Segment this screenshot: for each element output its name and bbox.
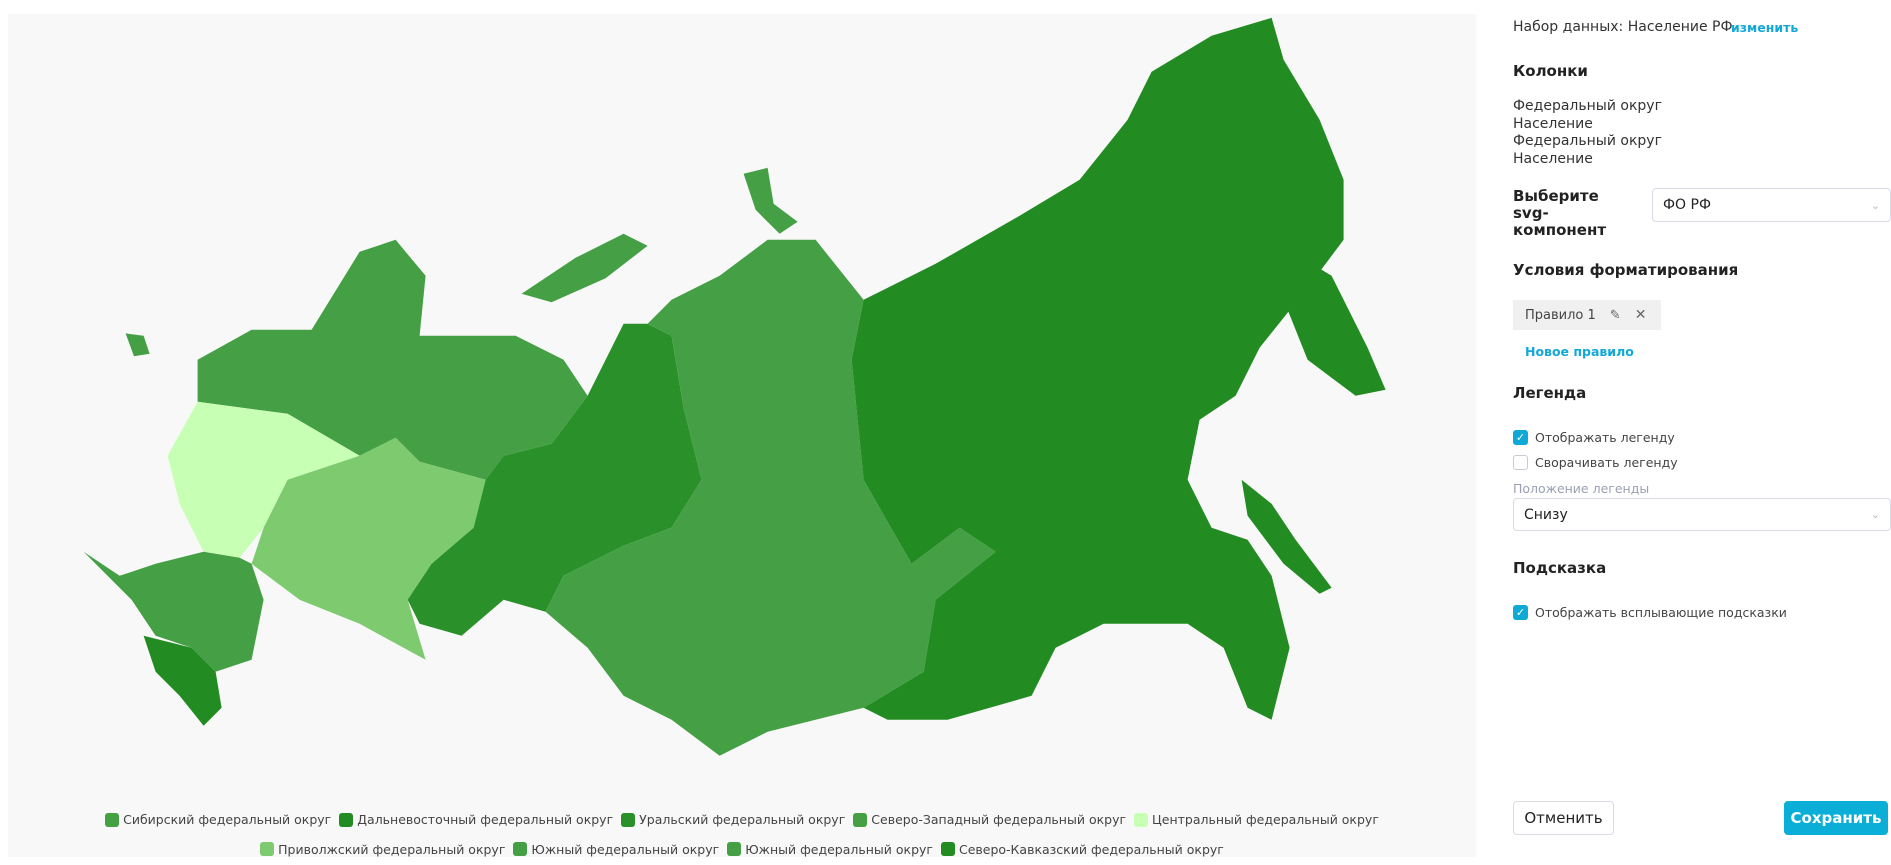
column-item: Население [1513, 115, 1593, 132]
legend-label: Южный федеральный округ [745, 841, 933, 857]
region-uralsky[interactable] [407, 323, 702, 636]
save-button[interactable]: Сохранить [1784, 801, 1888, 835]
legend-label: Северо-Кавказский федеральный округ [958, 841, 1224, 857]
region-tsentralny[interactable] [167, 401, 360, 558]
region-kaliningrad [125, 333, 150, 357]
columns-title: Колонки [1513, 62, 1588, 80]
legend-label: Центральный федеральный округ [1152, 812, 1379, 827]
legend-position-select[interactable]: Снизу ⌄ [1513, 498, 1891, 531]
region-severo-zapadny[interactable] [197, 239, 588, 480]
legend-swatch [513, 842, 528, 856]
legend-title: Легенда [1513, 384, 1587, 402]
region-novaya-zemlya [521, 233, 648, 303]
legend-position-label: Положение легенды [1513, 481, 1650, 496]
legend-swatch [940, 842, 955, 856]
region-sibirsky[interactable] [545, 239, 996, 756]
rule-chip[interactable]: Правило 1 ✎ ✕ [1513, 300, 1661, 330]
cancel-button[interactable]: Отменить [1513, 801, 1614, 835]
legend-item[interactable]: Южный федеральный округ [513, 836, 719, 863]
show-tooltips-checkbox[interactable]: ✓ Отображать всплывающие подсказки [1513, 605, 1787, 620]
chevron-down-icon: ⌄ [1870, 198, 1880, 212]
show-tooltips-label: Отображать всплывающие подсказки [1535, 605, 1787, 620]
legend-label: Уральский федеральный округ [639, 812, 846, 827]
region-yuzhny[interactable] [83, 551, 264, 672]
legend-swatch [260, 842, 275, 856]
legend-item[interactable]: Северо-Западный федеральный округ [853, 806, 1126, 833]
tooltip-title: Подсказка [1513, 559, 1607, 577]
settings-panel: Набор данных: Население РФ изменить Коло… [1506, 0, 1891, 857]
collapse-legend-checkbox[interactable]: Сворачивать легенду [1513, 455, 1678, 470]
region-sakhalin [1241, 479, 1332, 594]
legend-label: Сибирский федеральный округ [123, 812, 332, 827]
legend-label: Дальневосточный федеральный округ [357, 812, 614, 827]
legend-swatch [621, 812, 636, 827]
column-item: Население [1513, 150, 1593, 167]
legend-swatch [727, 842, 742, 856]
legend-swatch [1134, 812, 1149, 827]
chevron-down-icon: ⌄ [1870, 508, 1880, 521]
formatting-title: Условия форматирования [1513, 261, 1739, 279]
legend-item[interactable]: Дальневосточный федеральный округ [339, 806, 613, 833]
new-rule-link[interactable]: Новое правило [1525, 344, 1634, 359]
checkbox-unchecked-icon [1513, 455, 1528, 470]
pencil-icon[interactable]: ✎ [1609, 307, 1621, 323]
svg-component-value: ФО РФ [1663, 197, 1712, 213]
legend-swatch [853, 812, 868, 827]
svg-component-label: Выберите svg-компонент [1513, 187, 1607, 239]
legend-label: Северо-Западный федеральный округ [871, 812, 1127, 827]
column-item: Федеральный округ [1513, 133, 1662, 149]
legend-item[interactable]: Сибирский федеральный округ [105, 806, 331, 833]
region-severo-kavkazsky[interactable] [143, 635, 222, 726]
dataset-label: Набор данных: Население РФ [1513, 19, 1733, 35]
show-legend-label: Отображать легенду [1535, 430, 1675, 445]
legend-item[interactable]: Приволжский федеральный округ [260, 836, 505, 863]
russia-map [83, 17, 1386, 756]
legend-swatch [339, 812, 354, 827]
svg-component-select[interactable]: ФО РФ ⌄ [1652, 188, 1891, 222]
collapse-legend-label: Сворачивать легенду [1535, 455, 1678, 470]
region-dalnevostochny[interactable] [851, 17, 1344, 720]
change-dataset-link[interactable]: изменить [1731, 20, 1799, 35]
legend-label: Приволжский федеральный округ [278, 841, 506, 857]
checkbox-checked-icon: ✓ [1513, 605, 1528, 620]
map-legend: Сибирский федеральный округ Дальневосточн… [8, 806, 1476, 865]
legend-item[interactable]: Северо-Кавказский федеральный округ [940, 836, 1224, 863]
legend-swatch [105, 812, 120, 827]
map-area: Сибирский федеральный округ Дальневосточн… [8, 14, 1476, 857]
legend-item[interactable]: Уральский федеральный округ [621, 806, 845, 833]
rule-label: Правило 1 [1525, 307, 1596, 323]
region-taymyr-islands [743, 167, 798, 234]
column-item: Федеральный округ [1513, 98, 1662, 114]
region-kamchatka [1271, 239, 1386, 396]
legend-position-value: Снизу [1524, 506, 1568, 523]
legend-item[interactable]: Южный федеральный округ [727, 836, 933, 863]
region-privolzhsky[interactable] [251, 437, 486, 660]
legend-item[interactable]: Центральный федеральный округ [1134, 806, 1379, 833]
legend-label: Южный федеральный округ [531, 841, 720, 857]
close-icon[interactable]: ✕ [1634, 307, 1647, 323]
columns-list: Федеральный округ Население Федеральный … [1513, 98, 1662, 168]
show-legend-checkbox[interactable]: ✓ Отображать легенду [1513, 430, 1675, 445]
checkbox-checked-icon: ✓ [1513, 430, 1528, 445]
